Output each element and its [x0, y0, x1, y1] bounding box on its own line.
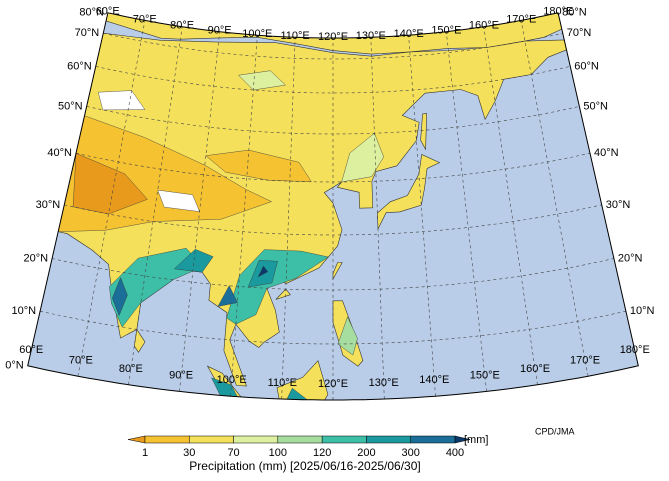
- colorbar: 1 30 70 100 120 200 300 400: [127, 435, 471, 459]
- colorbar-tick-label: 120: [313, 447, 331, 459]
- meridian: [370, 37, 385, 400]
- lon-label: 140°E: [394, 28, 424, 40]
- precip-area: [337, 316, 358, 356]
- lon-label: 60°E: [96, 6, 120, 18]
- lon-label: 120°E: [318, 31, 348, 43]
- lat-label: 40°N: [47, 147, 72, 159]
- graticule-labels: 60°E 60°E 70°E 70°E 80°E 80°E 90°E 90°E 100°E 100…: [5, 6, 654, 390]
- land: [276, 360, 329, 401]
- precip-area: [257, 265, 269, 278]
- lat-label: 20°N: [618, 252, 643, 264]
- map-area: [27, 12, 639, 401]
- colorbar-bin: [321, 435, 367, 444]
- meridian: [128, 26, 183, 385]
- colorbar-unit: [mm]: [464, 434, 488, 446]
- parallel: [103, 32, 563, 60]
- colorbar-tick-label: 400: [446, 447, 464, 459]
- lon-label: 80°E: [119, 363, 143, 375]
- meridian: [230, 35, 258, 397]
- lat-label: 10°N: [12, 305, 37, 317]
- lon-label: 110°E: [268, 377, 297, 389]
- lon-label: 180°E: [543, 6, 573, 18]
- no-data: [157, 189, 200, 212]
- precip-area: [72, 152, 148, 215]
- lat-label: 80°N: [79, 7, 104, 19]
- lon-label: 130°E: [356, 30, 386, 42]
- colorbar-tick-label: 300: [402, 447, 420, 459]
- lon-label: 120°E: [318, 378, 348, 390]
- precip-area: [238, 70, 286, 91]
- meridian: [77, 20, 146, 377]
- colorbar-bin: [410, 435, 456, 444]
- lon-label: 100°E: [217, 374, 247, 386]
- meridian: [445, 31, 487, 392]
- colorbar-tick-label: 100: [269, 447, 287, 459]
- meridian: [483, 26, 538, 385]
- colorbar-bin: [277, 435, 323, 444]
- precip-area: [341, 132, 384, 183]
- lat-label: 30°N: [606, 199, 631, 211]
- colorbar-tick-label: 200: [357, 447, 375, 459]
- lat-label: 50°N: [58, 100, 83, 112]
- land: [377, 154, 441, 230]
- lon-label: 70°E: [133, 13, 157, 25]
- lat-label: 30°N: [36, 199, 61, 211]
- lon-label: 130°E: [369, 377, 399, 389]
- colorbar-extend: [127, 435, 146, 444]
- lat-label: 60°N: [67, 60, 92, 72]
- colorbar-extend: [454, 435, 471, 444]
- lat-label: 40°N: [594, 147, 619, 159]
- lon-label: 170°E: [570, 354, 600, 366]
- lon-label: 80°E: [170, 20, 194, 32]
- colorbar-title: Precipitation (mm) [2025/06/16-2025/06/3…: [189, 459, 420, 473]
- lat-label: 50°N: [583, 100, 608, 112]
- precip-area: [112, 277, 128, 317]
- lat-label: 70°N: [75, 27, 100, 39]
- meridian: [281, 37, 296, 400]
- meridian: [408, 35, 436, 397]
- lat-label: 0°N: [5, 360, 24, 372]
- colorbar-bin: [366, 435, 411, 444]
- meridian: [520, 20, 589, 377]
- lon-label: 90°E: [169, 369, 193, 381]
- land: [275, 288, 291, 300]
- colorbar-tick-label: 1: [142, 447, 148, 459]
- precip-area: [217, 285, 238, 307]
- lon-label: 140°E: [419, 374, 449, 386]
- credit: CPD/JMA: [535, 426, 575, 436]
- lat-label: 70°N: [567, 27, 592, 39]
- land: [332, 262, 343, 281]
- lon-label: 160°E: [520, 363, 550, 375]
- lat-label: 60°N: [574, 60, 599, 72]
- precip-area: [226, 249, 329, 325]
- colorbar-tick-label: 30: [183, 447, 195, 459]
- lon-label: 180°E: [620, 344, 650, 356]
- colorbar-bin: [189, 435, 234, 444]
- lon-label: 100°E: [242, 28, 272, 40]
- lon-label: 170°E: [506, 13, 536, 25]
- land: [420, 113, 428, 151]
- lon-label: 70°E: [69, 354, 93, 366]
- lon-label: 60°E: [19, 344, 43, 356]
- lon-label: 110°E: [281, 30, 310, 42]
- lat-label: 80°N: [562, 7, 587, 19]
- lat-label: 10°N: [630, 305, 655, 317]
- colorbar-bin: [144, 435, 190, 444]
- colorbar-bin: [233, 435, 279, 444]
- meridian: [179, 31, 221, 392]
- map-frame: [27, 12, 639, 401]
- lon-label: 90°E: [208, 25, 232, 37]
- lon-label: 150°E: [470, 369, 500, 381]
- colorbar-tick-label: 70: [227, 447, 239, 459]
- lat-label: 20°N: [23, 252, 48, 264]
- lon-label: 150°E: [431, 25, 461, 37]
- lon-label: 160°E: [469, 20, 499, 32]
